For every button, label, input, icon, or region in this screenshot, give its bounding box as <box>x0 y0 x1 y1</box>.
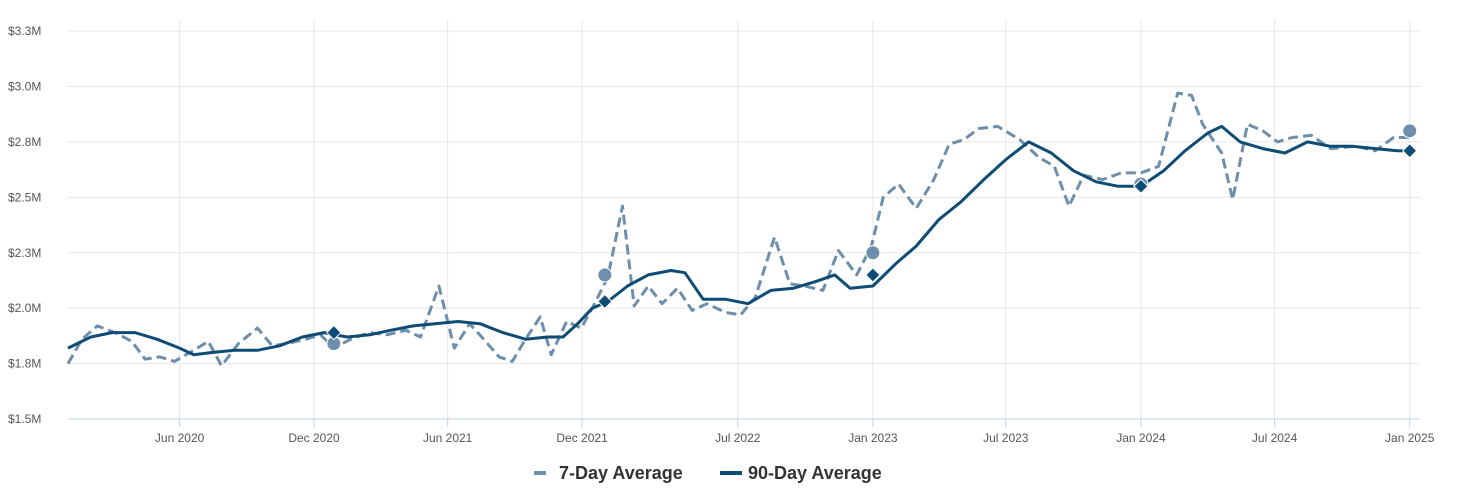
y-tick-label: $2.8M <box>8 135 41 149</box>
legend-item-90day[interactable]: 90-Day Average <box>720 463 882 483</box>
x-tick-label: Jul 2023 <box>983 431 1029 445</box>
marker-90day[interactable] <box>865 267 881 283</box>
x-tick-label: Jan 2025 <box>1385 431 1435 445</box>
x-axis: Jun 2020 Dec 2020 Jun 2021 Dec 2021 Jul 2022… <box>68 418 1435 445</box>
x-tick-label: Jun 2020 <box>155 431 205 445</box>
series-lines <box>66 91 1413 368</box>
x-tick-label: Dec 2021 <box>556 431 608 445</box>
marker-90day[interactable] <box>1402 143 1418 159</box>
series-line-90day[interactable] <box>67 124 1413 357</box>
x-tick-label: Jun 2021 <box>423 431 473 445</box>
legend-label-90day: 90-Day Average <box>748 463 882 483</box>
y-tick-label: $3.0M <box>8 80 41 94</box>
marker-7day[interactable] <box>865 245 881 261</box>
series-markers <box>326 123 1418 352</box>
y-tick-label: $2.3M <box>8 246 41 260</box>
y-axis: $1.5M $1.8M $2.0M $2.3M $2.5M $2.8M $3.0M $3.3M <box>8 24 41 426</box>
x-tick-label: Jan 2024 <box>1116 431 1166 445</box>
marker-90day[interactable] <box>1133 178 1149 194</box>
legend-item-7day[interactable]: 7-Day Average <box>534 463 683 483</box>
y-tick-label: $3.3M <box>8 24 41 38</box>
marker-90day[interactable] <box>597 293 613 310</box>
y-tick-label: $1.5M <box>8 412 41 426</box>
y-tick-label: $1.8M <box>8 357 41 371</box>
x-tick-label: Jul 2024 <box>1252 431 1298 445</box>
x-tick-label: Jan 2023 <box>848 431 898 445</box>
y-tick-label: $2.5M <box>8 190 41 204</box>
legend-label-7day: 7-Day Average <box>559 463 683 483</box>
legend: 7-Day Average 90-Day Average <box>534 463 882 483</box>
y-tick-label: $2.0M <box>8 301 41 315</box>
series-line-7day[interactable] <box>66 91 1413 368</box>
marker-90day[interactable] <box>326 324 342 341</box>
x-tick-label: Jul 2022 <box>715 431 761 445</box>
marker-7day[interactable] <box>1402 123 1418 139</box>
x-tick-label: Dec 2020 <box>288 431 340 445</box>
grid-lines <box>68 20 1420 420</box>
marker-7day[interactable] <box>597 267 613 283</box>
